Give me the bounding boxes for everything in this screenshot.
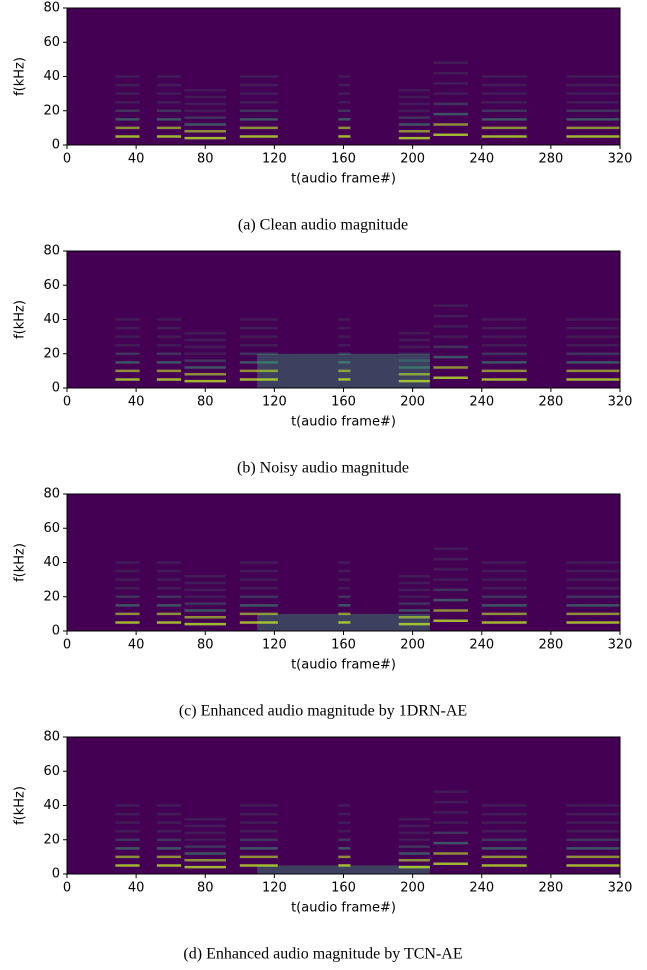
x-tick-label: 240 [469, 152, 494, 167]
y-tick-label: 60 [43, 764, 60, 779]
x-tick-label: 40 [128, 881, 145, 896]
x-tick-label: 320 [608, 638, 633, 653]
y-tick-label: 40 [43, 312, 60, 327]
x-tick-label: 80 [197, 638, 214, 653]
y-tick-label: 80 [43, 244, 60, 259]
y-axis-label: f(kHz) [13, 57, 28, 96]
x-tick-label: 200 [400, 881, 425, 896]
x-axis-label: t(audio frame#) [291, 415, 396, 430]
y-axis-label: f(kHz) [13, 300, 28, 339]
x-tick-label: 320 [608, 152, 633, 167]
y-tick-label: 20 [43, 346, 60, 361]
x-tick-label: 200 [400, 152, 425, 167]
x-tick-label: 120 [262, 395, 287, 410]
x-tick-label: 200 [400, 638, 425, 653]
y-tick-label: 40 [43, 798, 60, 813]
y-tick-label: 0 [52, 381, 60, 396]
y-tick-label: 60 [43, 521, 60, 536]
x-tick-label: 280 [538, 152, 563, 167]
y-axis-label: f(kHz) [13, 786, 28, 825]
x-tick-label: 40 [128, 395, 145, 410]
y-tick-label: 0 [52, 138, 60, 153]
x-axis-label: t(audio frame#) [291, 658, 396, 673]
x-axis-label: t(audio frame#) [291, 901, 396, 916]
x-tick-label: 80 [197, 881, 214, 896]
x-tick-label: 160 [331, 395, 356, 410]
x-tick-label: 240 [469, 881, 494, 896]
y-tick-label: 0 [52, 624, 60, 639]
y-tick-label: 60 [43, 35, 60, 50]
x-tick-label: 120 [262, 881, 287, 896]
noise-region [257, 865, 430, 874]
plot-background [67, 8, 620, 145]
y-tick-label: 20 [43, 832, 60, 847]
x-tick-label: 0 [63, 881, 71, 896]
x-tick-label: 80 [197, 152, 214, 167]
plot-background [67, 251, 620, 388]
x-tick-label: 240 [469, 638, 494, 653]
x-tick-label: 280 [538, 638, 563, 653]
x-tick-label: 160 [331, 152, 356, 167]
x-tick-label: 120 [262, 638, 287, 653]
y-tick-label: 40 [43, 69, 60, 84]
caption: (c) Enhanced audio magnitude by 1DRN-AE [179, 703, 467, 720]
x-tick-label: 240 [469, 395, 494, 410]
x-tick-label: 40 [128, 152, 145, 167]
y-axis-label: f(kHz) [13, 543, 28, 582]
x-tick-label: 320 [608, 881, 633, 896]
x-tick-label: 40 [128, 638, 145, 653]
y-tick-label: 0 [52, 867, 60, 882]
x-tick-label: 280 [538, 395, 563, 410]
caption: (a) Clean audio magnitude [238, 217, 408, 234]
y-tick-label: 60 [43, 278, 60, 293]
x-tick-label: 80 [197, 395, 214, 410]
x-tick-label: 0 [63, 152, 71, 167]
caption: (d) Enhanced audio magnitude by TCN-AE [183, 946, 462, 963]
plot-background [67, 494, 620, 631]
y-tick-label: 80 [43, 730, 60, 745]
y-tick-label: 20 [43, 589, 60, 604]
x-tick-label: 200 [400, 395, 425, 410]
x-tick-label: 160 [331, 638, 356, 653]
x-tick-label: 120 [262, 152, 287, 167]
x-tick-label: 0 [63, 395, 71, 410]
y-tick-label: 80 [43, 1, 60, 16]
x-tick-label: 320 [608, 395, 633, 410]
y-tick-label: 40 [43, 555, 60, 570]
y-tick-label: 20 [43, 103, 60, 118]
x-tick-label: 160 [331, 881, 356, 896]
x-tick-label: 280 [538, 881, 563, 896]
x-tick-label: 0 [63, 638, 71, 653]
caption: (b) Noisy audio magnitude [237, 460, 409, 477]
x-axis-label: t(audio frame#) [291, 172, 396, 187]
y-tick-label: 80 [43, 487, 60, 502]
plot-background [67, 737, 620, 874]
